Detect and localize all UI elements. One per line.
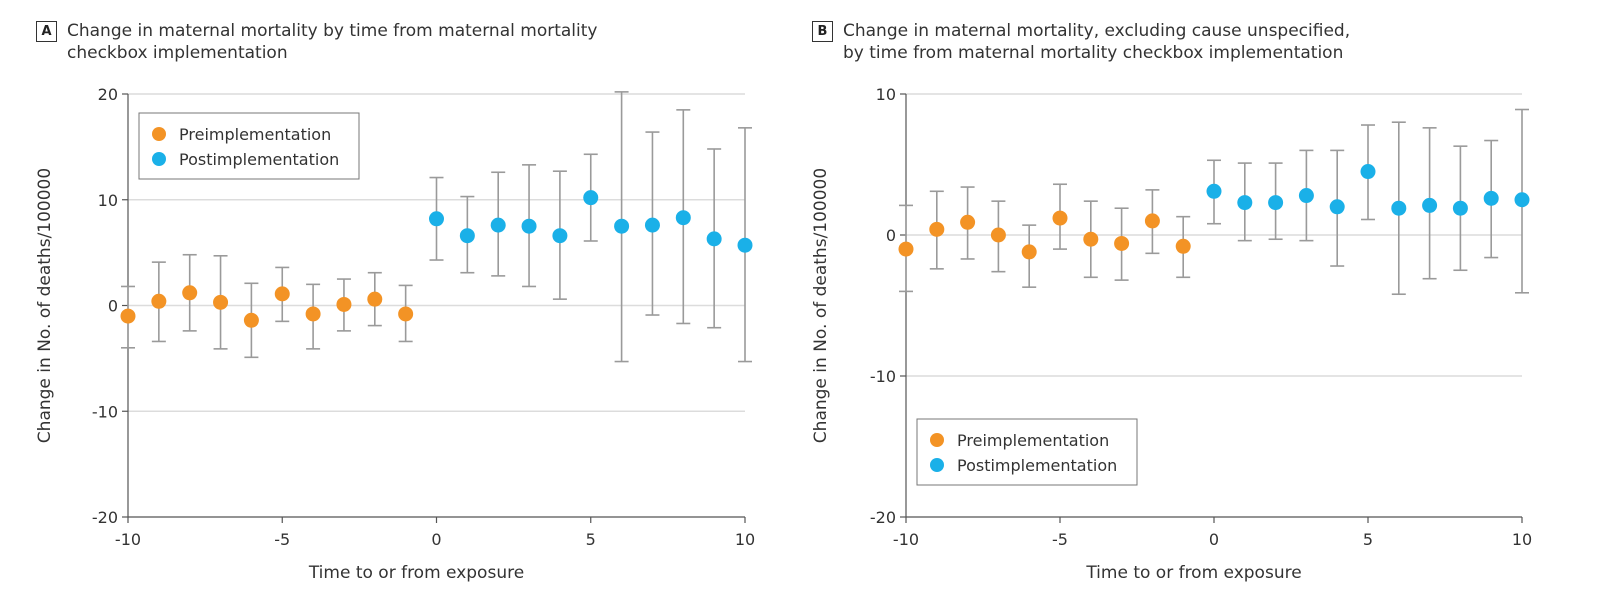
panel-a-title-line-2: checkbox implementation <box>67 43 288 63</box>
panel-b-legend-box <box>916 418 1138 486</box>
panel-b-legend-swatch <box>930 458 944 472</box>
panel-a-data-point <box>243 312 259 328</box>
panel-a-letter: A <box>36 21 57 42</box>
panel-a-data-point <box>459 228 475 244</box>
panel-b-y-tick-label: -20 <box>870 508 896 527</box>
panel-a-data-point <box>305 306 321 322</box>
panel-b-data-point <box>1206 183 1222 199</box>
panel-b-x-tick-label: -10 <box>893 530 919 549</box>
panel-b-title: Change in maternal mortality, excluding … <box>843 20 1350 64</box>
panel-a-data-point <box>120 308 136 324</box>
panel-a-data-point <box>521 218 537 234</box>
panel-a-x-tick-label: 0 <box>431 530 441 549</box>
panel-a-data-point <box>552 228 568 244</box>
panel-a-data-point <box>675 210 691 226</box>
panel-b-data-point <box>1083 231 1099 247</box>
panel-a-legend-label: Preimplementation <box>179 125 331 144</box>
panel-b-data-point <box>1360 164 1376 180</box>
panel-b-x-tick-label: -5 <box>1052 530 1068 549</box>
panel-b-data-point <box>1052 210 1068 226</box>
panel-b-data-point <box>1483 190 1499 206</box>
panel-a-header: A Change in maternal mortality by time f… <box>36 20 597 64</box>
panel-a-x-axis-title: Time to or from exposure <box>308 563 524 583</box>
panel-a-y-tick-label: -20 <box>92 508 118 527</box>
panel-b-data-point <box>1268 195 1284 211</box>
panel-b-x-tick-label: 10 <box>1512 530 1532 549</box>
panel-a-legend-swatch <box>152 127 166 141</box>
panel-a-y-tick-label: 10 <box>98 191 118 210</box>
panel-a-data-point <box>151 293 167 309</box>
panel-b-data-point <box>1391 200 1407 216</box>
panel-a-data-point <box>367 291 383 307</box>
panel-b-data-point <box>1021 244 1037 260</box>
panel-a-data-point <box>490 217 506 233</box>
panel-b-x-tick-label: 0 <box>1209 530 1219 549</box>
panel-a-x-tick-label: -5 <box>274 530 290 549</box>
panel-b-data-point <box>898 241 914 257</box>
panel-b-data-point <box>1298 188 1314 204</box>
panel-b-plot: 10 0 -10 -20 -10 -5 0 5 10 Time to or from exposu… <box>811 85 1532 583</box>
panel-b-data-point <box>1175 238 1191 254</box>
panel-a-data-point <box>213 294 229 310</box>
panel-a-data-point <box>583 190 599 206</box>
panel-a-legend-box <box>138 112 360 180</box>
panel-a-data-point <box>644 217 660 233</box>
panel-b-data-point <box>1329 199 1345 215</box>
panel-b-data-point <box>1514 192 1530 208</box>
panel-b-data-point <box>990 227 1006 243</box>
panel-b-legend: Preimplementation Postimplementation <box>916 418 1138 486</box>
panel-a-x-tick-label: 10 <box>735 530 755 549</box>
panel-b-y-axis-title: Change in No. of deaths/100000 <box>811 168 831 443</box>
panel-b-data-point <box>1452 200 1468 216</box>
panel-a-legend-swatch <box>152 152 166 166</box>
panel-b-title-line-2: by time from maternal mortality checkbox… <box>843 43 1344 63</box>
panel-b-x-axis-title: Time to or from exposure <box>1085 563 1301 583</box>
panel-b-header: B Change in maternal mortality, excludin… <box>812 20 1350 64</box>
panel-a-legend-label: Postimplementation <box>179 150 339 169</box>
panel-a-legend: Preimplementation Postimplementation <box>138 112 360 180</box>
panel-a-data-point <box>429 211 444 227</box>
panel-b-legend-label: Postimplementation <box>957 456 1117 475</box>
panel-b-data-point <box>929 221 945 237</box>
panel-b-y-tick-label: 10 <box>876 85 896 104</box>
panel-b-letter: B <box>812 21 833 42</box>
panel-a-plot: 20 10 0 -10 -20 -10 -5 0 5 10 Time to or from expo… <box>35 85 755 583</box>
panel-b-data-point <box>960 214 976 230</box>
panel-b-y-tick-label: 0 <box>886 226 896 245</box>
panel-a-data-point <box>706 231 722 247</box>
panel-a-title-line-1: Change in maternal mortality by time fro… <box>67 21 598 41</box>
panel-a-data-point <box>182 285 198 301</box>
panel-b-title-line-1: Change in maternal mortality, excluding … <box>843 21 1351 41</box>
panel-b-legend-label: Preimplementation <box>957 431 1109 450</box>
panel-b-x-tick-label: 5 <box>1363 530 1373 549</box>
panel-b-data-point <box>1422 197 1438 213</box>
panel-a-y-tick-label: 0 <box>108 297 118 316</box>
panel-b-data-point <box>1144 213 1160 229</box>
panel-a-y-tick-label: 20 <box>98 85 118 104</box>
panel-a-data-point <box>614 218 630 234</box>
panel-b-legend-swatch <box>930 433 944 447</box>
panel-b-y-tick-label: -10 <box>870 367 896 386</box>
panel-a-y-tick-label: -10 <box>92 402 118 421</box>
panel-a-data-point <box>398 306 414 322</box>
panel-b-data-point <box>1237 195 1253 211</box>
panel-a-x-tick-label: 5 <box>586 530 596 549</box>
panel-b-data-point <box>1114 235 1130 251</box>
panel-a-data-point <box>336 296 352 312</box>
panel-a-y-axis-title: Change in No. of deaths/100000 <box>35 168 55 443</box>
panel-a-data-point <box>737 237 753 253</box>
panel-a-x-tick-label: -10 <box>115 530 141 549</box>
panel-a-data-point <box>274 286 290 302</box>
panel-a-title: Change in maternal mortality by time fro… <box>67 20 597 64</box>
